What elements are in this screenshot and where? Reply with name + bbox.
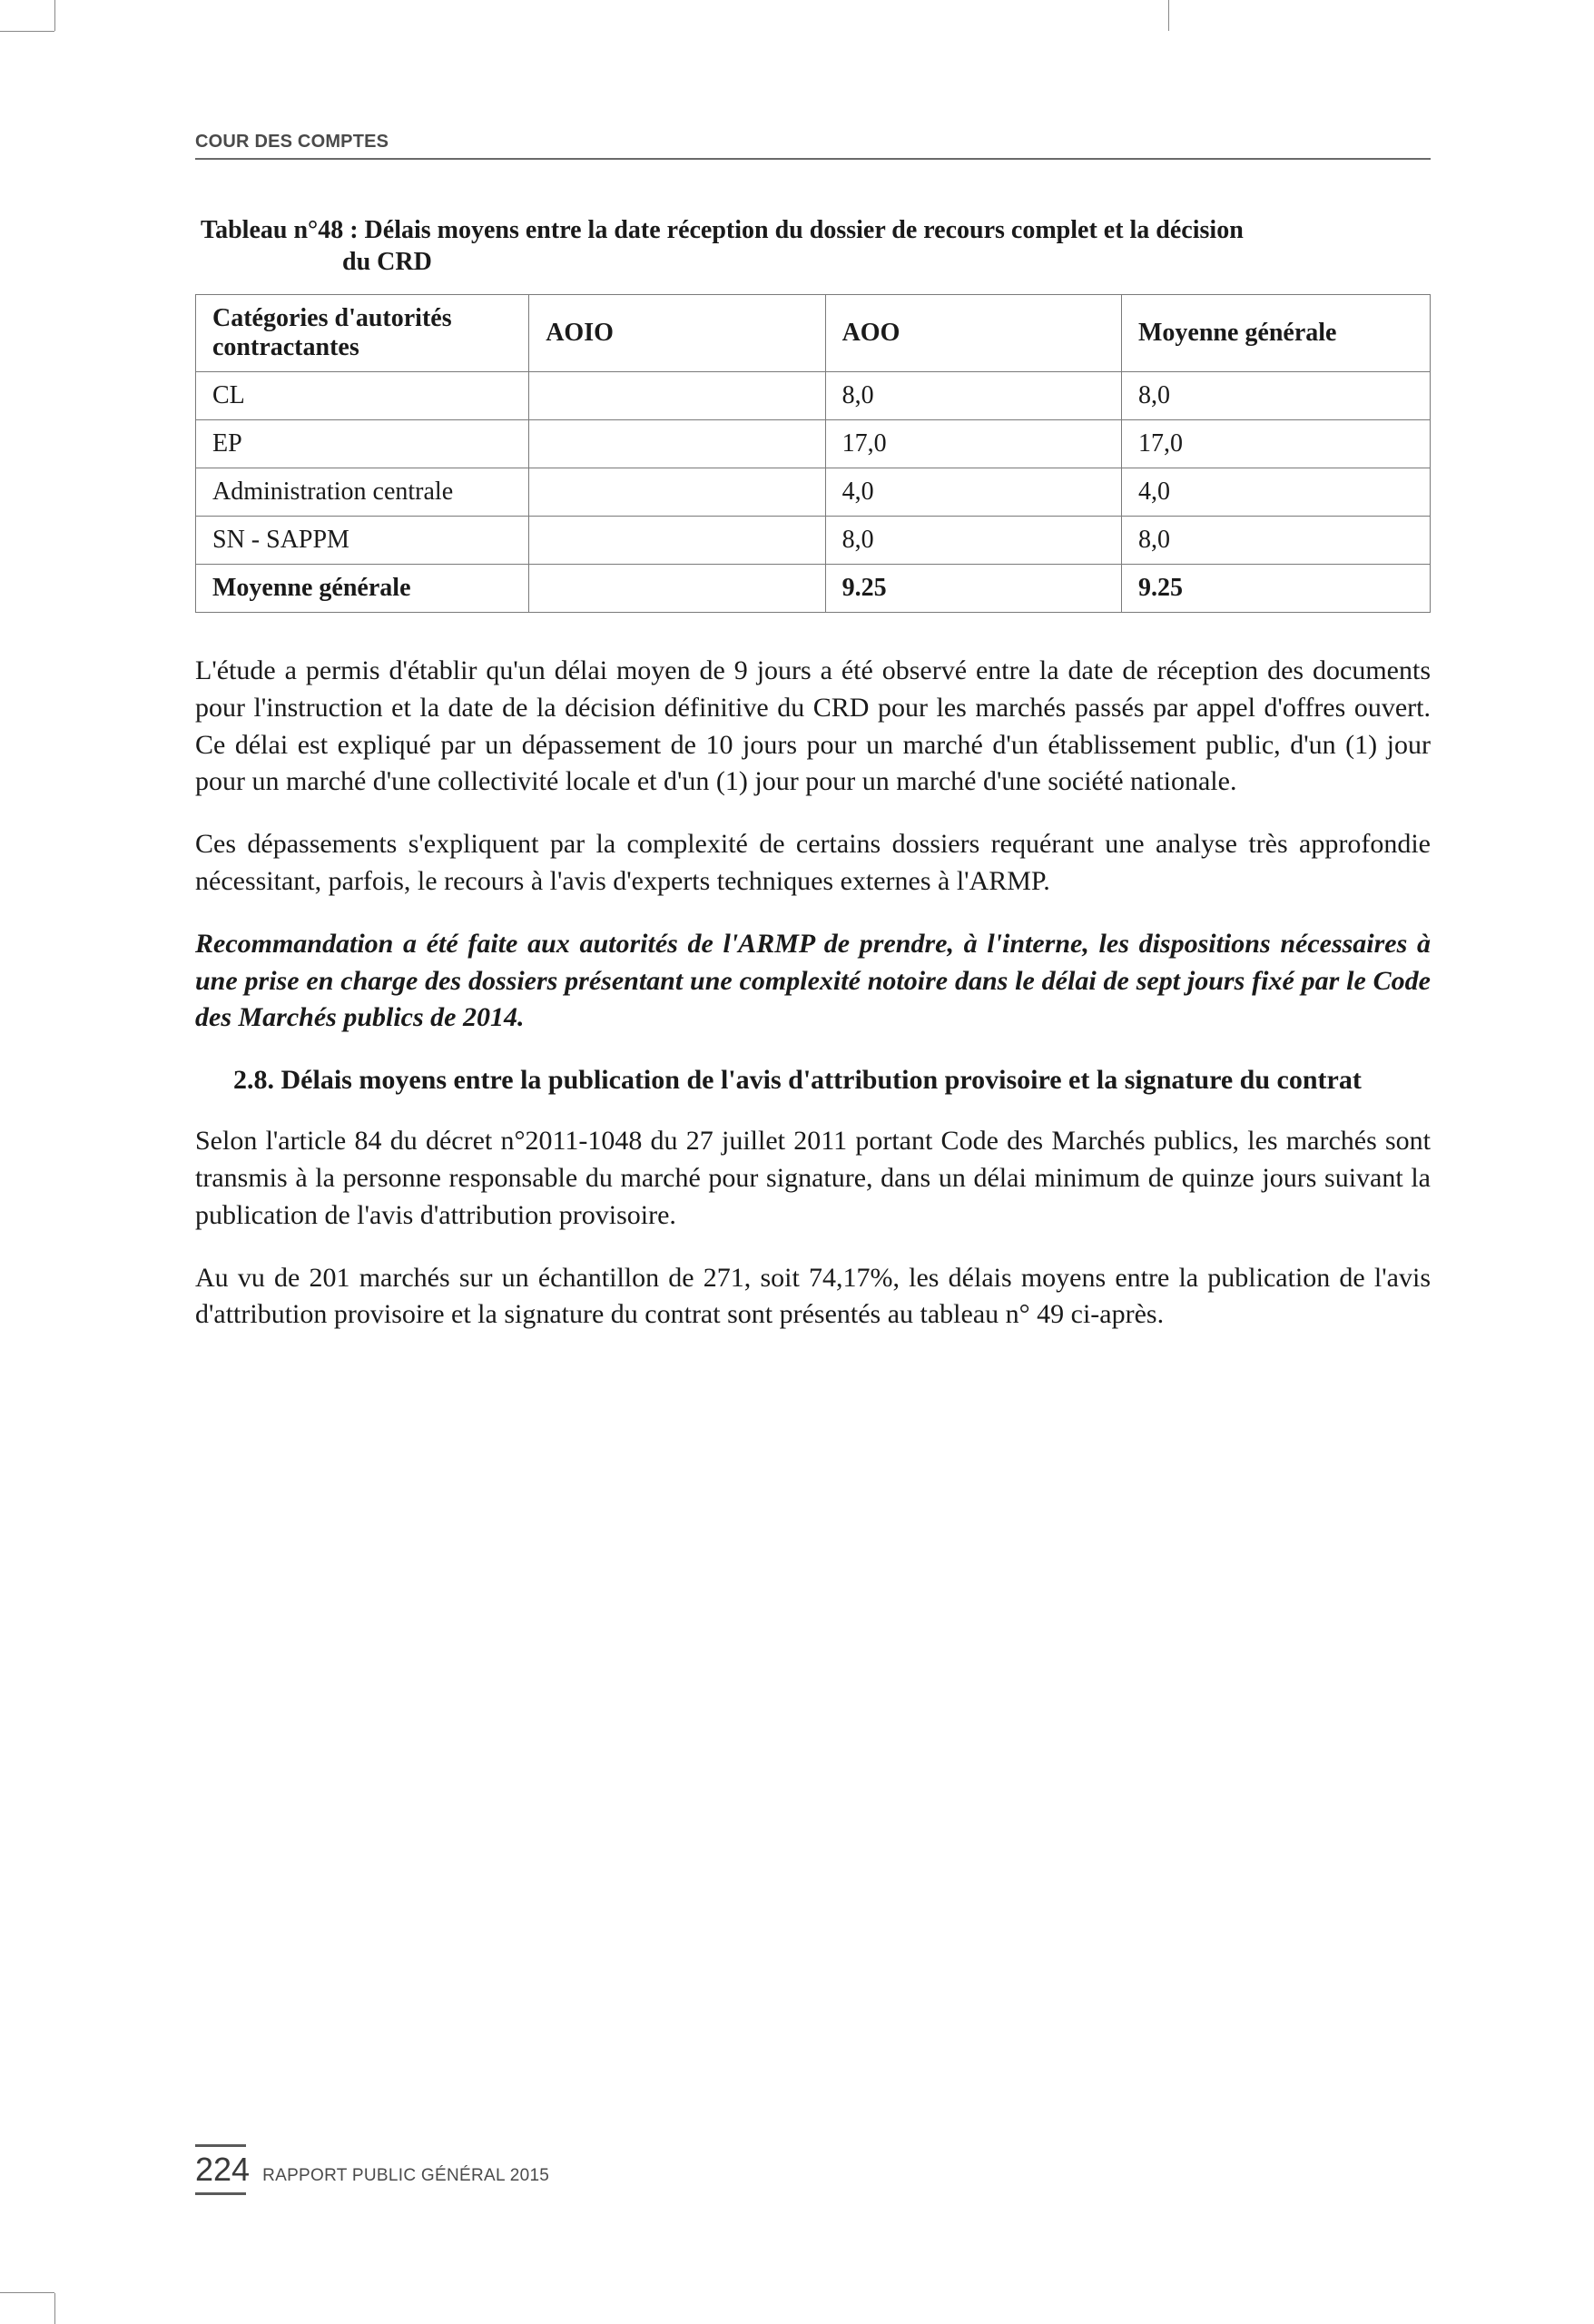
- body-text: L'étude a permis d'établir qu'un délai m…: [195, 653, 1431, 1334]
- footer-rule-top: [195, 2144, 246, 2147]
- running-head: COUR DES COMPTES: [195, 132, 1431, 160]
- table-cell: 8,0: [1121, 372, 1430, 420]
- table-cell: [529, 420, 825, 468]
- table-cell: [529, 372, 825, 420]
- table-cell: [529, 468, 825, 517]
- table-row: CL 8,0 8,0: [196, 372, 1431, 420]
- table-cell: 8,0: [825, 517, 1121, 565]
- table-header-cell: Catégories d'autorités contractantes: [196, 295, 529, 372]
- table-cell: SN - SAPPM: [196, 517, 529, 565]
- page-number: 224: [195, 2151, 250, 2189]
- table-cell: 9.25: [825, 565, 1121, 613]
- table-cell: CL: [196, 372, 529, 420]
- table-caption-line2: du CRD: [201, 246, 1431, 278]
- table-row: Administration centrale 4,0 4,0: [196, 468, 1431, 517]
- table-cell: Moyenne générale: [196, 565, 529, 613]
- table-row: SN - SAPPM 8,0 8,0: [196, 517, 1431, 565]
- paragraph: Ces dépassements s'expliquent par la com…: [195, 826, 1431, 901]
- table-cell: 17,0: [825, 420, 1121, 468]
- table-cell: Administration centrale: [196, 468, 529, 517]
- table-header-cell: AOIO: [529, 295, 825, 372]
- footer-rule-bottom: [195, 2192, 246, 2195]
- table-row: EP 17,0 17,0: [196, 420, 1431, 468]
- table-cell: 4,0: [825, 468, 1121, 517]
- page: COUR DES COMPTES Tableau n°48 : Délais m…: [0, 0, 1594, 2324]
- paragraph: L'étude a permis d'établir qu'un délai m…: [195, 653, 1431, 801]
- table-cell: 17,0: [1121, 420, 1430, 468]
- table-cell: 4,0: [1121, 468, 1430, 517]
- paragraph: Au vu de 201 marchés sur un échantillon …: [195, 1260, 1431, 1334]
- table-48: Catégories d'autorités contractantes AOI…: [195, 294, 1431, 613]
- recommendation-paragraph: Recommandation a été faite aux autorités…: [195, 926, 1431, 1037]
- table-cell: 8,0: [825, 372, 1121, 420]
- table-caption-line1: Tableau n°48 : Délais moyens entre la da…: [201, 216, 1244, 244]
- table-caption: Tableau n°48 : Délais moyens entre la da…: [201, 214, 1431, 278]
- table-cell: [529, 565, 825, 613]
- footer-label: RAPPORT PUBLIC GÉNÉRAL 2015: [262, 2166, 549, 2186]
- table-header-row: Catégories d'autorités contractantes AOI…: [196, 295, 1431, 372]
- section-title: Délais moyens entre la publication de l'…: [281, 1065, 1362, 1095]
- table-cell: 9.25: [1121, 565, 1430, 613]
- table-cell: EP: [196, 420, 529, 468]
- page-footer: 224 RAPPORT PUBLIC GÉNÉRAL 2015: [195, 2144, 549, 2195]
- table-header-cell: Moyenne générale: [1121, 295, 1430, 372]
- table-header-cell: AOO: [825, 295, 1121, 372]
- table-cell: [529, 517, 825, 565]
- paragraph: Selon l'article 84 du décret n°2011-1048…: [195, 1123, 1431, 1234]
- table-cell: 8,0: [1121, 517, 1430, 565]
- table-total-row: Moyenne générale 9.25 9.25: [196, 565, 1431, 613]
- section-number: 2.8.: [233, 1065, 274, 1095]
- section-heading: 2.8. Délais moyens entre la publication …: [195, 1062, 1431, 1098]
